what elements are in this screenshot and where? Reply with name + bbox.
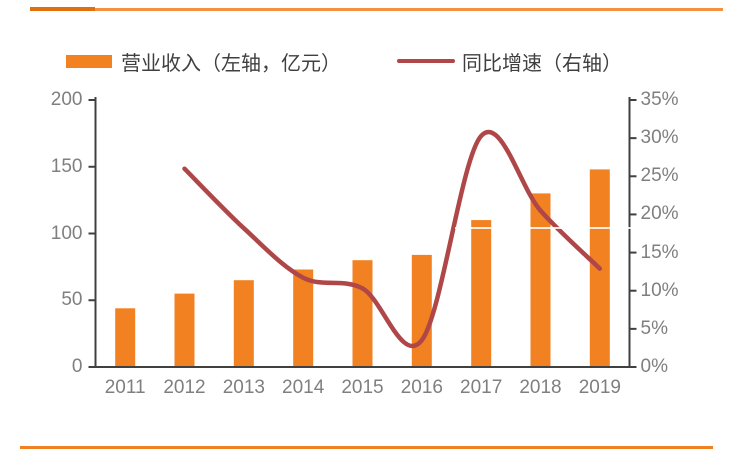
- x-axis-category-label: 2012: [163, 377, 206, 398]
- growth-legend-swatch: [397, 59, 455, 63]
- bar-2013: [233, 280, 254, 367]
- left-axis-tick-label: 50: [61, 289, 83, 311]
- left-axis-tick-label: 150: [50, 155, 83, 177]
- top-rule: [95, 8, 723, 11]
- bar-2014: [293, 269, 314, 367]
- bar-2016: [411, 254, 432, 367]
- bar-2012: [174, 293, 195, 367]
- right-axis-tick-label: 10%: [640, 279, 679, 301]
- x-axis-category-label: 2015: [341, 377, 384, 398]
- bar-2017: [471, 220, 492, 367]
- chart-legend: 营业收入（左轴，亿元） 同比增速（右轴）: [66, 48, 622, 75]
- right-axis-tick-label: 5%: [640, 317, 668, 339]
- right-axis-tick-label: 35%: [640, 89, 679, 110]
- bar-2011: [115, 308, 136, 367]
- right-axis-tick-label: 30%: [640, 127, 679, 149]
- bottom-rule: [20, 446, 713, 449]
- growth-legend-label: 同比增速（右轴）: [462, 52, 622, 75]
- bar-2015: [352, 260, 373, 367]
- growth-line: [182, 130, 603, 349]
- screenshot-artifact-line: [455, 227, 733, 229]
- x-axis-category-label: 2013: [222, 377, 265, 398]
- bar-2018: [530, 193, 551, 367]
- right-axis-tick-label: 25%: [640, 165, 679, 187]
- left-axis-tick-label: 0: [71, 356, 83, 377]
- top-rule-accent: [30, 7, 95, 11]
- revenue-legend-swatch: [66, 54, 112, 68]
- x-axis-category-label: 2017: [460, 377, 503, 398]
- x-axis-category-label: 2014: [282, 377, 325, 398]
- left-axis-tick-label: 200: [50, 89, 83, 110]
- revenue-legend-label: 营业收入（左轴，亿元）: [121, 52, 341, 75]
- right-axis-tick-label: 0%: [640, 356, 668, 377]
- x-axis-category-label: 2016: [400, 377, 443, 398]
- x-axis-category-label: 2011: [104, 377, 146, 398]
- left-axis-tick-label: 100: [50, 222, 83, 244]
- right-axis-tick-label: 20%: [640, 203, 679, 225]
- right-axis-tick-label: 15%: [640, 241, 679, 263]
- x-axis-category-label: 2019: [578, 377, 621, 398]
- x-axis-category-label: 2018: [519, 377, 562, 398]
